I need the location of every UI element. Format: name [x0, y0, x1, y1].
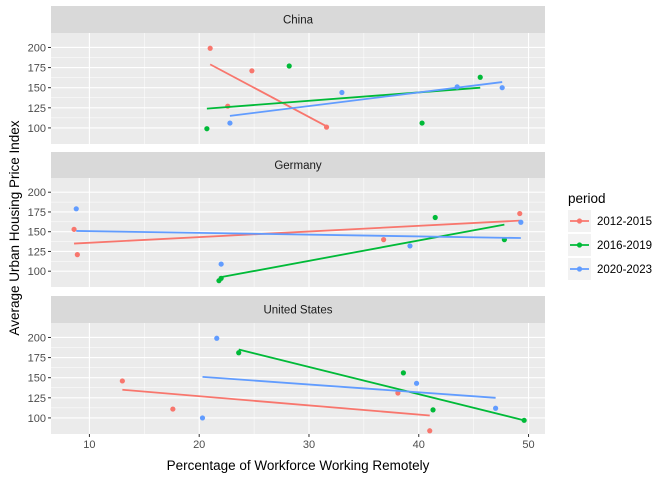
series-2020-2023: [199, 335, 499, 421]
y-tick-label: 175: [28, 353, 46, 365]
legend-entry-2016-2019: 2016-2019: [568, 234, 652, 256]
facet-panel-united-states: United States 100 125 150 175 200: [28, 296, 545, 434]
data-point: [432, 214, 438, 221]
data-point: [204, 126, 210, 132]
facet-strip: [51, 152, 545, 178]
data-point: [427, 428, 433, 434]
x-tick-label: 50: [522, 439, 534, 451]
legend-key-point: [576, 218, 583, 224]
trend-line: [122, 388, 430, 417]
data-point: [74, 252, 80, 258]
series-2016-2019: [236, 348, 527, 423]
legend-label: 2012-2015: [597, 216, 652, 228]
data-point: [170, 406, 176, 412]
facet-strip: [51, 6, 545, 33]
data-point: [214, 335, 220, 341]
series-2012-2015: [119, 378, 433, 434]
data-point: [218, 275, 224, 281]
series-2020-2023: [227, 81, 505, 126]
data-point: [199, 415, 206, 421]
facet-strip-label: United States: [263, 305, 332, 317]
data-point: [323, 124, 330, 130]
x-axis: 10 20 30 40 50: [83, 434, 535, 451]
data-point: [477, 74, 483, 80]
x-tick-label: 40: [413, 439, 425, 451]
y-tick-label: 175: [28, 63, 46, 75]
y-tick-label: 200: [28, 42, 46, 54]
legend-entry-2012-2015: 2012-2015: [568, 210, 652, 232]
y-tick-label: 175: [28, 207, 46, 219]
data-point: [493, 405, 499, 411]
y-tick-label: 125: [28, 246, 46, 258]
trend-line: [76, 230, 521, 239]
legend-key-point: [576, 266, 583, 272]
y-tick-label: 150: [28, 83, 46, 95]
y-tick-label: 150: [28, 227, 46, 239]
trend-line: [202, 375, 496, 399]
data-point: [227, 120, 233, 126]
x-tick-label: 10: [83, 439, 95, 451]
y-tick-label: 200: [28, 187, 46, 199]
y-tick-label: 100: [28, 123, 46, 135]
facet-panel-china: China 100 125 150 175 200: [28, 6, 545, 144]
y-tick-label: 100: [28, 266, 46, 278]
data-point: [499, 85, 505, 91]
data-point: [207, 45, 213, 51]
legend-title: period: [568, 191, 606, 206]
data-point: [407, 243, 413, 249]
facet-strip-label: Germany: [274, 160, 322, 172]
x-axis-title: Percentage of Workforce Working Remotely: [167, 458, 430, 473]
data-point: [413, 380, 420, 386]
data-point: [339, 89, 345, 96]
x-tick-label: 30: [303, 439, 315, 451]
x-tick-label: 20: [193, 439, 205, 451]
data-point: [521, 417, 527, 423]
y-tick-label: 100: [28, 413, 46, 425]
legend-label: 2020-2023: [597, 264, 652, 276]
data-point: [236, 350, 242, 356]
data-point: [73, 206, 79, 212]
facet-strip: [51, 296, 545, 323]
data-point: [419, 120, 425, 126]
series-2012-2015: [71, 210, 523, 258]
facet-panels: China 100 125 150 175 200 Germany 100 125 150 175 2…: [28, 6, 545, 434]
data-point: [218, 261, 224, 267]
legend-entry-2020-2023: 2020-2023: [568, 258, 652, 280]
data-point: [518, 219, 524, 225]
legend-label: 2016-2019: [597, 240, 652, 252]
data-point: [430, 407, 436, 413]
data-point: [381, 237, 387, 243]
legend-key-point: [576, 242, 583, 248]
data-point: [517, 210, 523, 217]
data-point: [454, 84, 460, 90]
trend-line: [74, 219, 520, 245]
data-point: [286, 63, 292, 69]
data-point: [71, 226, 77, 232]
data-point: [400, 370, 406, 376]
legend: period 2012-2015 2016-2019 2020-2023: [568, 191, 652, 280]
data-point: [249, 68, 255, 74]
y-tick-label: 125: [28, 393, 46, 405]
trend-line: [218, 223, 505, 279]
panel-background: [51, 323, 545, 434]
facet-strip-label: China: [283, 15, 314, 27]
facet-panel-germany: Germany 100 125 150 175 200: [28, 152, 545, 287]
trend-line: [209, 63, 327, 128]
y-tick-label: 150: [28, 373, 46, 385]
y-tick-label: 200: [28, 332, 46, 344]
series-2020-2023: [73, 206, 524, 267]
y-tick-label: 125: [28, 103, 46, 115]
data-point: [119, 378, 125, 384]
trend-line: [238, 348, 525, 422]
y-axis-title: Average Urban Housing Price Index: [7, 120, 22, 335]
